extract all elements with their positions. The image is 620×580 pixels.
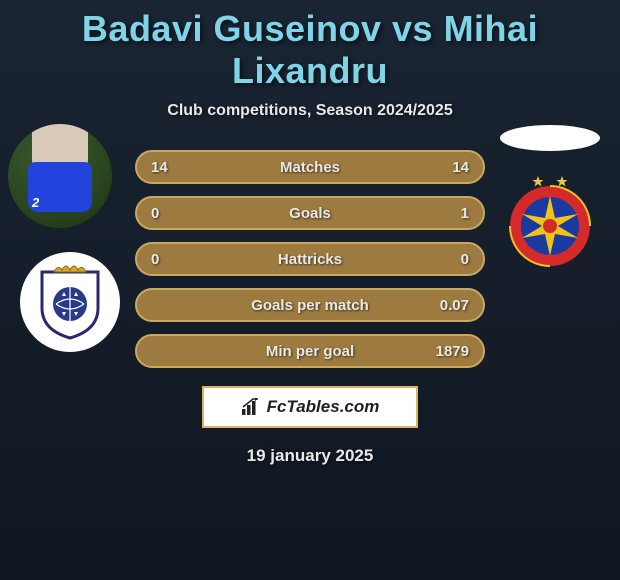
stat-row-mpg: Min per goal 1879: [135, 334, 485, 368]
stat-label: Goals per match: [251, 297, 369, 314]
brand-text: FcTables.com: [267, 397, 380, 417]
page-title: Badavi Guseinov vs Mihai Lixandru: [0, 8, 620, 92]
player-number: 2: [32, 195, 39, 210]
player-torso: [32, 124, 88, 166]
brand-badge: FcTables.com: [202, 386, 418, 428]
stat-row-goals: 0 Goals 1: [135, 196, 485, 230]
stat-label: Min per goal: [266, 343, 354, 360]
stat-left-value: 0: [151, 205, 191, 222]
stat-label: Hattricks: [278, 251, 342, 268]
stat-left-value: 0: [151, 251, 191, 268]
fcsb-crest-icon: [500, 170, 600, 270]
date-label: 19 january 2025: [0, 446, 620, 466]
stat-right-value: 1879: [429, 343, 469, 360]
club-left-crest: [20, 252, 120, 352]
chart-icon: [241, 398, 261, 416]
stat-right-value: 0.07: [429, 297, 469, 314]
stat-label: Matches: [280, 159, 340, 176]
stat-right-value: 0: [429, 251, 469, 268]
stat-right-value: 14: [429, 159, 469, 176]
stat-right-value: 1: [429, 205, 469, 222]
player-left-avatar: 2: [8, 124, 112, 228]
qarabag-crest-icon: [38, 264, 102, 340]
stat-left-value: 14: [151, 159, 191, 176]
player-right-placeholder: [500, 125, 600, 151]
club-right-crest: [500, 170, 600, 270]
stat-label: Goals: [289, 205, 331, 222]
stat-row-hattricks: 0 Hattricks 0: [135, 242, 485, 276]
subtitle: Club competitions, Season 2024/2025: [0, 102, 620, 120]
stat-row-matches: 14 Matches 14: [135, 150, 485, 184]
stat-row-gpm: Goals per match 0.07: [135, 288, 485, 322]
